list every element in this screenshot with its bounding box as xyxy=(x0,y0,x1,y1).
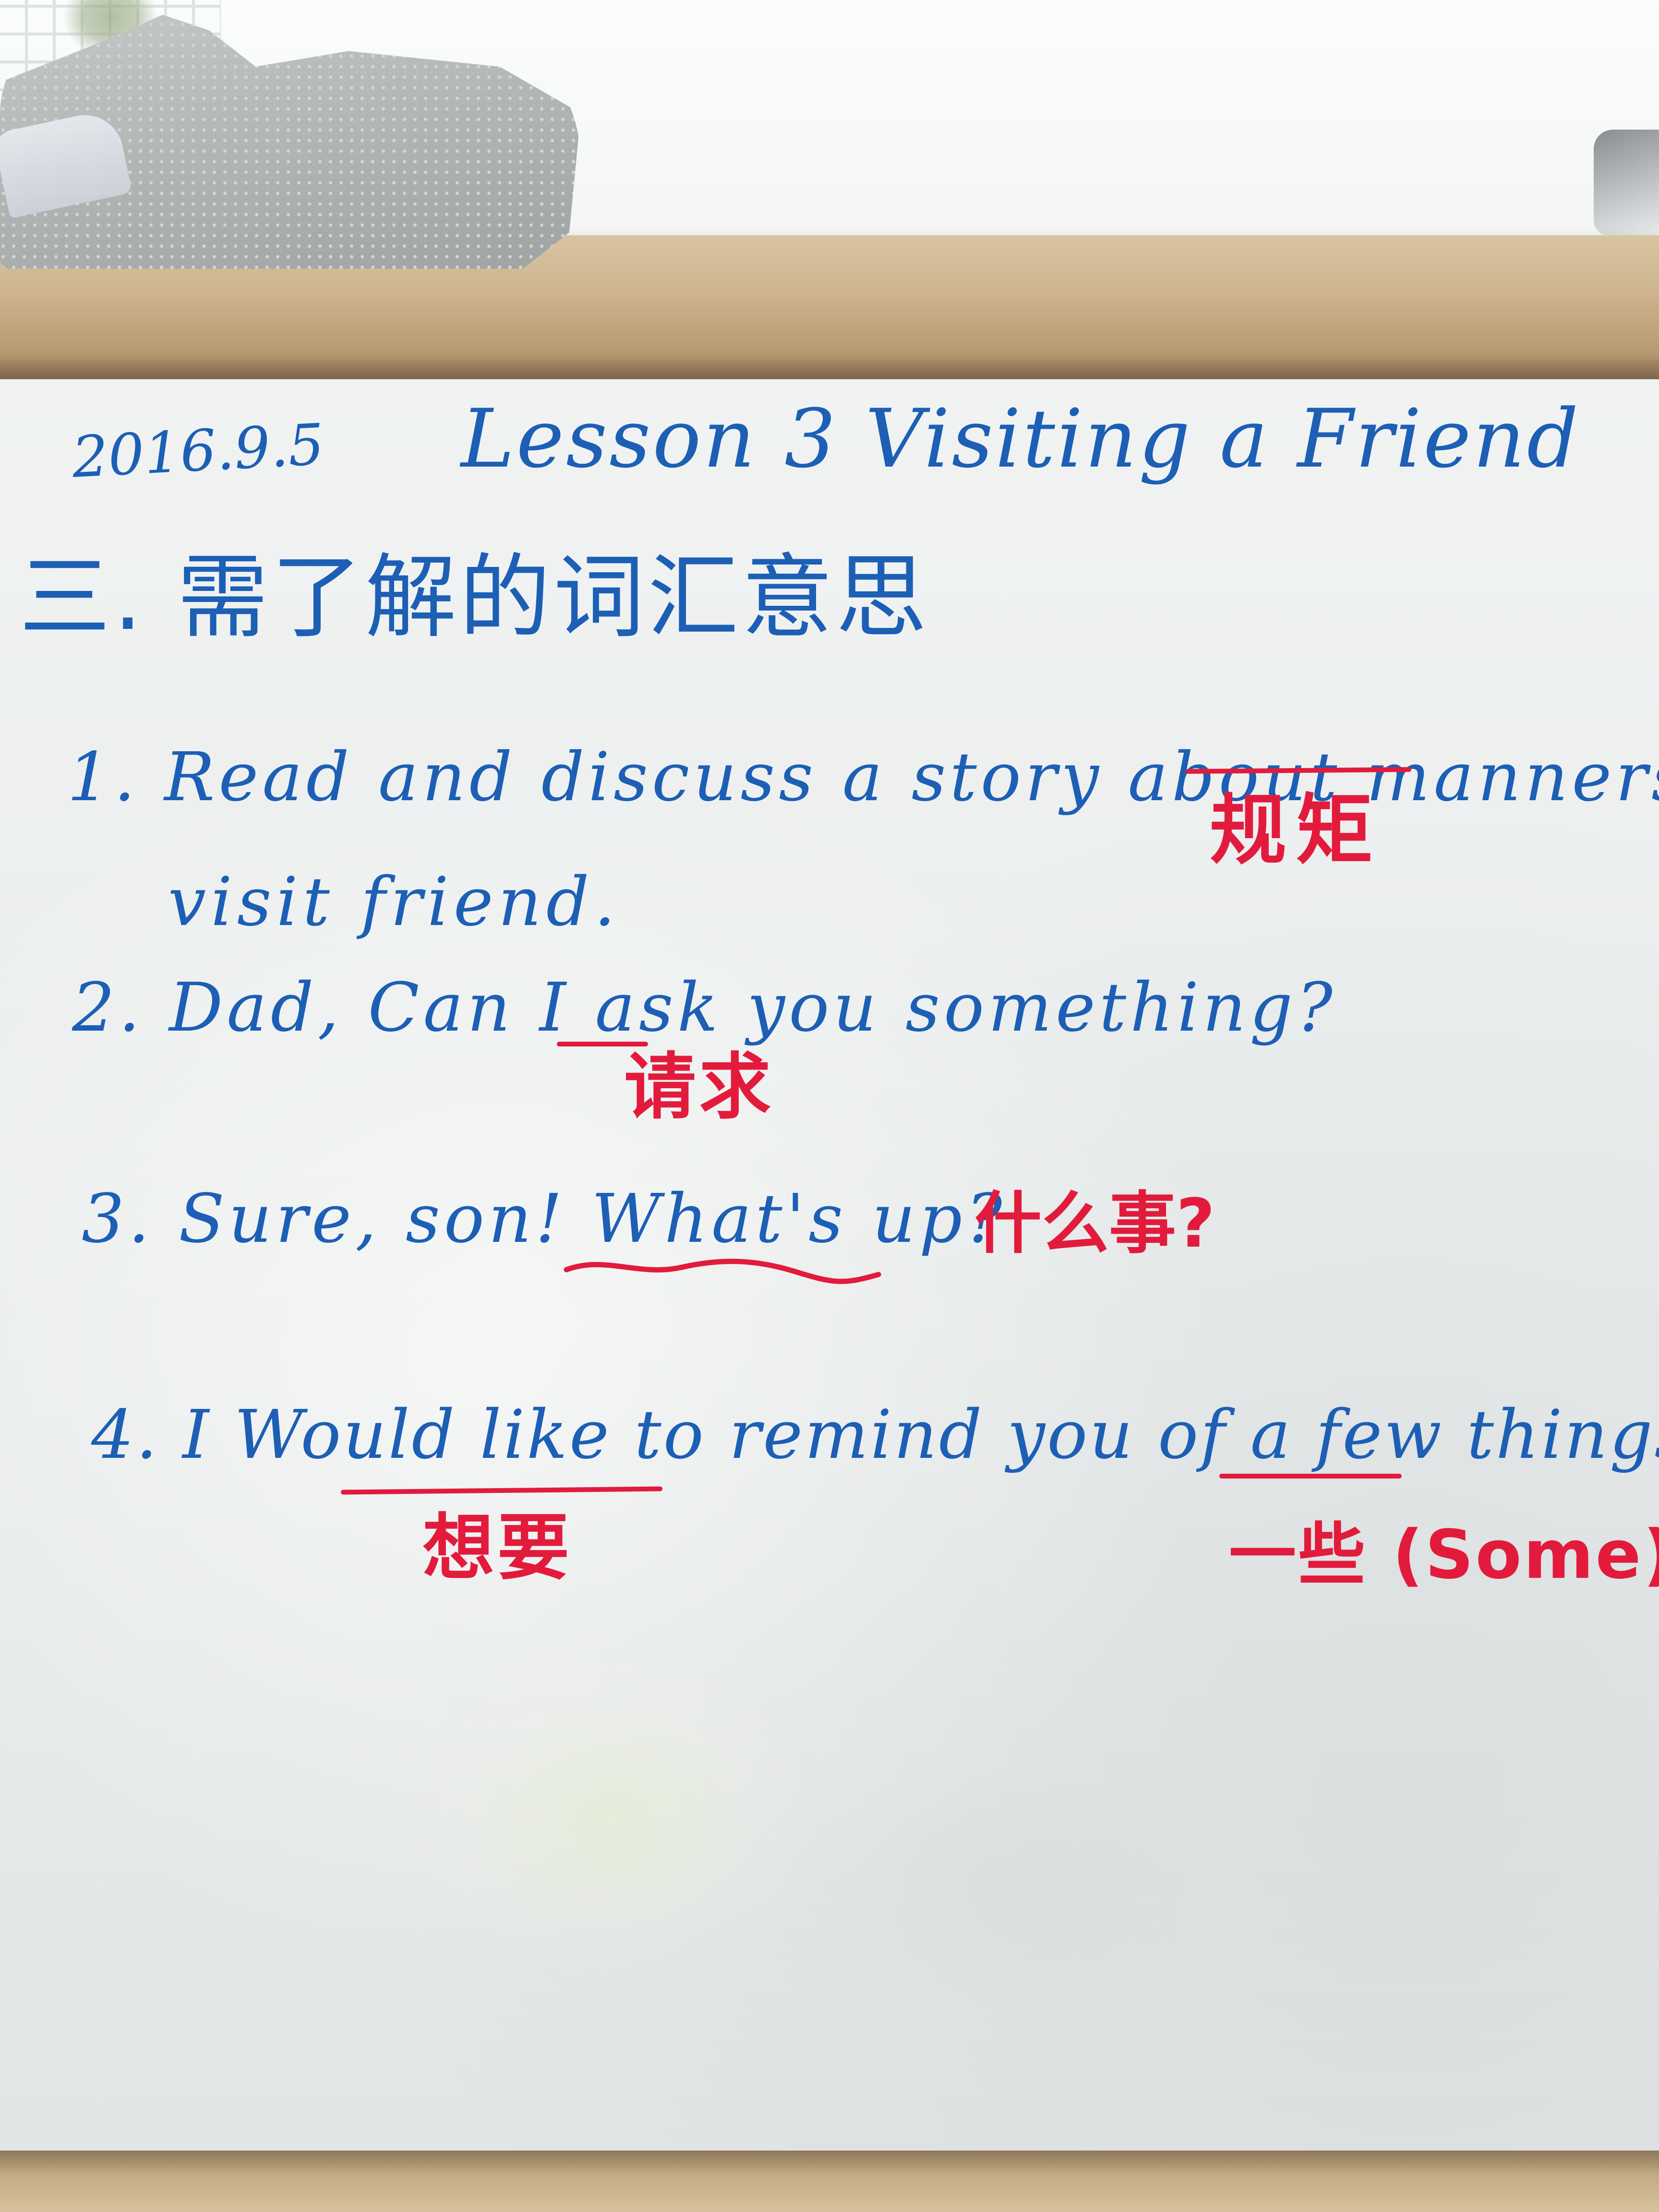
light-glare xyxy=(394,1651,826,1987)
item-4-note-secondary: 一些 (Some) xyxy=(1229,1516,1659,1594)
frame-bottom xyxy=(0,2151,1659,2212)
item-4-note: 想要 xyxy=(422,1506,573,1590)
board-smudge xyxy=(840,1771,1224,2011)
item-1-line: 1. Read and discuss a story about manner… xyxy=(67,738,1659,817)
lesson-title: Lesson 3 Visiting a Friend xyxy=(461,392,1581,486)
underline-a-few xyxy=(1219,1474,1402,1479)
background-object xyxy=(1594,130,1659,235)
date-text: 2016.9.5 xyxy=(70,411,326,491)
item-1-note: 规矩 xyxy=(1210,785,1383,875)
section-heading: 三. 需了解的词汇意思 xyxy=(19,544,930,650)
underline-ask xyxy=(557,1042,648,1046)
item-3-note: 什么事? xyxy=(974,1185,1215,1263)
item-3-line: 3. Sure, son! What's up? xyxy=(82,1180,1006,1258)
item-1-continued: visit friend. xyxy=(168,863,620,941)
item-2-line: 2. Dad, Can I ask you something? xyxy=(72,969,1336,1047)
item-2-note: 请求 xyxy=(624,1046,774,1129)
item-4-line: 4. I Would like to remind you of a few t… xyxy=(91,1396,1659,1474)
